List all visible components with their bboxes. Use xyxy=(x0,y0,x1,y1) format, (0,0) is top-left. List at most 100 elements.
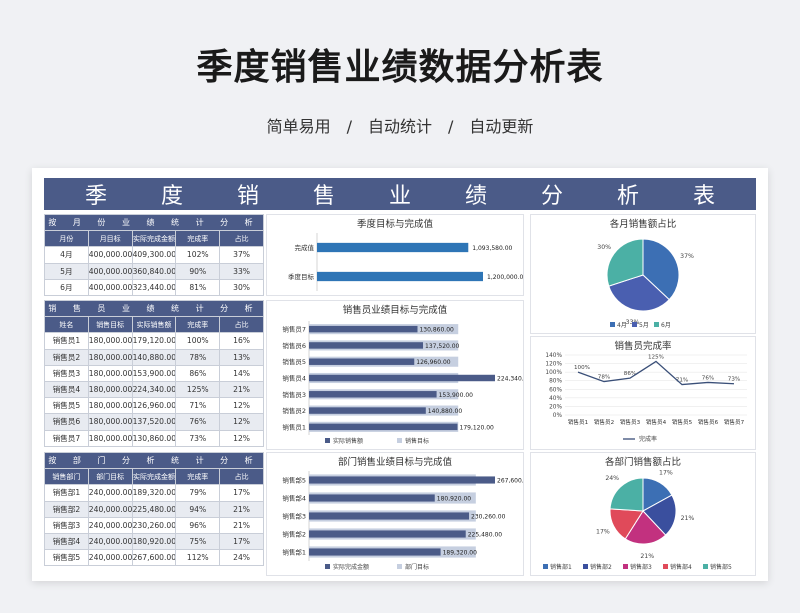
legend-label: 销售部3 xyxy=(630,563,652,571)
chart-title: 部门销售业绩目标与完成值 xyxy=(338,456,453,468)
table-row: 销售员5 180,000.00 126,960.00 71% 12% xyxy=(44,397,264,415)
table-cell: 21% xyxy=(219,380,264,399)
tick-label: 完成值 xyxy=(295,243,315,252)
tick-label: 销售部3 xyxy=(282,512,306,521)
table-cell: 12% xyxy=(219,413,264,431)
tick-label: 销售员3 xyxy=(620,418,641,426)
tick-label: 100% xyxy=(545,370,562,376)
table-cell: 102% xyxy=(175,246,221,264)
data-label: 17% xyxy=(596,528,610,535)
table-row: 销售员4 180,000.00 224,340.00 125% 21% xyxy=(44,380,264,399)
page-title: 季度销售业绩数据分析表 xyxy=(196,47,604,88)
table-cell: 12% xyxy=(219,429,264,447)
data-label: 21% xyxy=(681,515,695,522)
tick-label: 销售员7 xyxy=(282,325,306,334)
table-cell: 销售员4 xyxy=(44,380,89,399)
table-cell: 400,000.00 xyxy=(87,246,133,264)
tick-label: 销售员1 xyxy=(568,418,589,426)
table-cell: 33% xyxy=(219,262,264,280)
table-cell: 360,840.00 xyxy=(131,262,177,280)
dashboard-sheet: 季 度 销 售 业 绩 分 析 表 按 月 份 业 绩 统 计 分 析月份 月目标… xyxy=(32,168,768,581)
data-label: 86% xyxy=(624,371,636,377)
tick-label: 销售员4 xyxy=(282,374,306,383)
pie-slice xyxy=(624,510,667,545)
tick-label: 销售部4 xyxy=(282,494,306,503)
table-row: 6月 400,000.00 323,440.00 81% 30% xyxy=(44,278,264,296)
table-cell: 14% xyxy=(219,364,264,382)
actual-bar xyxy=(309,391,437,398)
table-cell: 13% xyxy=(219,348,264,366)
column-header: 实际销售额 xyxy=(131,316,177,334)
pie-slice xyxy=(642,494,677,536)
table-cell: 销售员5 xyxy=(44,397,89,415)
legend-label: 实际销售额 xyxy=(333,437,363,445)
table-cell: 409,300.00 xyxy=(131,246,177,264)
tick-label: 销售员4 xyxy=(646,418,667,426)
person-chart-panel: 销售员业绩目标与完成值 销售员7 130,860.00 销售员6 137,520.00 销… xyxy=(266,300,532,450)
tick-label: 销售员5 xyxy=(672,418,693,426)
legend-label: 部门目标 xyxy=(405,563,429,571)
table-cell: 112% xyxy=(175,549,221,567)
tick-label: 销售员2 xyxy=(282,406,306,415)
table-cell: 179,120.00 xyxy=(131,332,177,350)
table-cell: 81% xyxy=(175,278,221,296)
table-cell: 销售员1 xyxy=(44,332,89,350)
tick-label: 20% xyxy=(549,404,562,410)
table-cell: 180,000.00 xyxy=(87,364,133,382)
table-caption: 销 售 员 业 绩 统 计 分 析 xyxy=(44,299,264,318)
data-label: 230,260.00 xyxy=(471,514,506,521)
table-caption: 按 部 门 分 析 统 计 分 析 xyxy=(44,451,264,470)
rate-chart-panel: 销售员完成率 0% 20% 40% 60% 80% 100% 120% 140% 100% 销售员1… xyxy=(530,336,756,450)
data-label: 125% xyxy=(648,354,664,360)
actual-bar xyxy=(309,358,415,365)
tick-label: 销售员6 xyxy=(698,418,719,426)
tick-label: 销售部2 xyxy=(282,530,306,539)
dept-table: 按 部 门 分 析 统 计 分 析销售部门 部门目标 实际完成金额 完成率 占比 销售部1… xyxy=(44,451,264,567)
series-line xyxy=(577,360,735,386)
tick-label: 销售员7 xyxy=(724,418,745,426)
table-cell: 323,440.00 xyxy=(131,278,177,296)
tick-label: 80% xyxy=(549,379,562,385)
column-header: 占比 xyxy=(219,230,264,248)
table-cell: 销售部5 xyxy=(44,549,89,567)
table-row: 销售部4 240,000.00 180,920.00 75% 17% xyxy=(44,532,264,551)
table-row: 销售员3 180,000.00 153,900.00 86% 14% xyxy=(44,364,264,382)
legend-swatch xyxy=(654,322,659,327)
data-label: 78% xyxy=(598,375,610,381)
table-cell: 224,340.00 xyxy=(131,380,177,399)
tick-label: 销售员3 xyxy=(282,390,306,399)
column-header: 占比 xyxy=(219,316,264,334)
data-label: 37% xyxy=(680,253,694,260)
dept-table-block: 按 部 门 分 析 统 计 分 析销售部门 部门目标 实际完成金额 完成率 占比 销售部1… xyxy=(44,451,264,567)
legend-label: 4月 xyxy=(617,322,627,329)
table-cell: 75% xyxy=(175,532,221,551)
actual-bar xyxy=(309,342,424,349)
table-cell: 130,860.00 xyxy=(131,429,177,447)
table-cell: 126,960.00 xyxy=(131,397,177,415)
page-subtitle: 简单易用 / 自动统计 / 自动更新 xyxy=(266,117,534,136)
data-label: 179,120.00 xyxy=(460,424,495,431)
column-header: 部门目标 xyxy=(87,468,133,486)
table-caption: 按 月 份 业 绩 统 计 分 析 xyxy=(44,213,264,232)
data-label: 137,520.00 xyxy=(425,343,460,350)
dept-pie-panel: 各部门销售额占比 17% 21% 21% 17% 24% 销售部1 销售部2 销售部3 销售部4 销… xyxy=(530,452,756,576)
column-header: 月份 xyxy=(44,230,89,248)
person-table-block: 销 售 员 业 绩 统 计 分 析姓名 销售目标 实际销售额 完成率 占比 销售员1 180… xyxy=(44,299,264,447)
table-row: 销售部1 240,000.00 189,320.00 79% 17% xyxy=(44,484,264,502)
data-label: 130,860.00 xyxy=(419,327,454,334)
legend-label: 销售部4 xyxy=(670,563,692,571)
table-cell: 78% xyxy=(175,348,221,366)
tick-label: 40% xyxy=(549,396,562,402)
chart-title: 销售员业绩目标与完成值 xyxy=(343,304,448,316)
table-cell: 17% xyxy=(219,484,264,502)
chart-title: 季度目标与完成值 xyxy=(357,218,434,230)
table-cell: 225,480.00 xyxy=(131,500,177,518)
table-cell: 90% xyxy=(175,262,221,280)
legend-label: 销售部5 xyxy=(710,563,732,571)
data-bar xyxy=(317,242,469,253)
data-label: 267,600.00 xyxy=(497,478,523,485)
tick-label: 0% xyxy=(553,413,563,419)
